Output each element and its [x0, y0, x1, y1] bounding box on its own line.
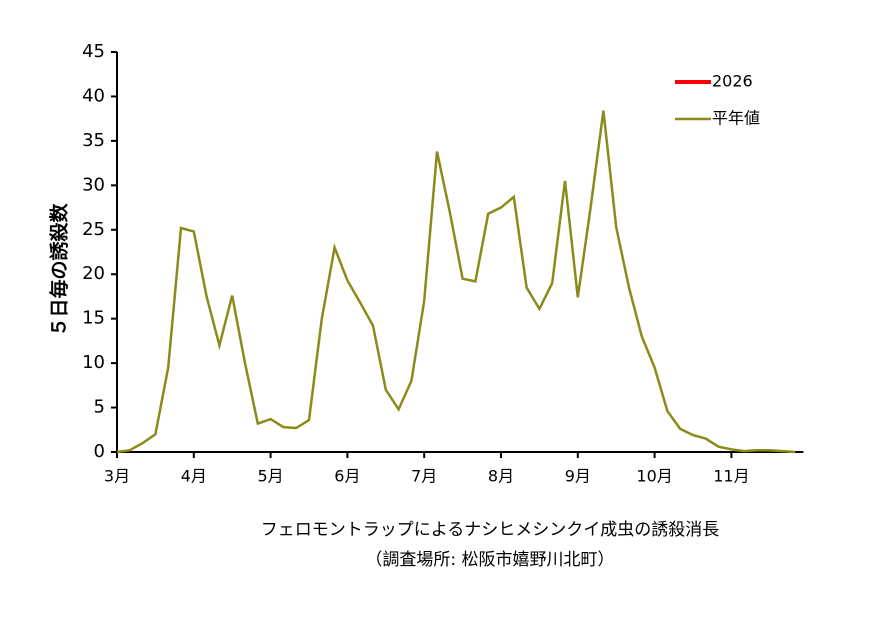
y-tick-label: 40: [82, 85, 105, 106]
y-tick-label: 35: [82, 130, 105, 151]
y-tick-label: 0: [94, 441, 105, 462]
x-tick-label: 8月: [488, 467, 514, 486]
y-tick-label: 20: [82, 263, 105, 284]
data-line: [116, 110, 796, 454]
y-tick-label: 15: [82, 308, 105, 329]
x-tick-label: 11月: [713, 467, 749, 486]
x-tick-label: 6月: [334, 467, 360, 486]
chart-subtitle: （調査場所: 松阪市嬉野川北町）: [365, 550, 614, 570]
y-axis-label: ５日毎の誘殺数: [48, 203, 71, 337]
y-tick-label: 30: [82, 174, 105, 195]
y-tick-label: 45: [82, 41, 105, 62]
x-tick-label: 9月: [565, 467, 591, 486]
y-tick-label: 5: [94, 397, 105, 418]
x-tick-label: 3月: [104, 467, 130, 486]
x-tick-label: 10月: [636, 467, 672, 486]
x-tick-label: 4月: [181, 467, 207, 486]
legend-label: 平年値: [712, 109, 760, 128]
chart-title: フェロモントラップによるナシヒメシンクイ成虫の誘殺消長: [261, 520, 720, 540]
y-tick-label: 10: [82, 352, 105, 373]
x-tick-label: 5月: [258, 467, 284, 486]
x-tick-label: 7月: [411, 467, 437, 486]
legend-label: 2026: [712, 72, 753, 91]
y-tick-label: 25: [82, 219, 105, 240]
